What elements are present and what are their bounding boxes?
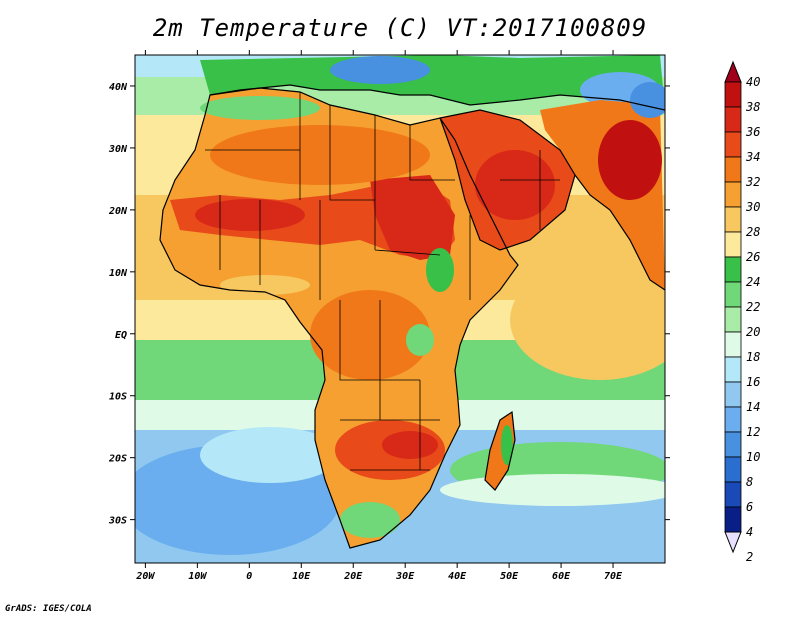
colorbar-label: 14 (746, 400, 760, 414)
zimbabwe-very-hot (382, 431, 438, 459)
colorbar-swatch (724, 106, 742, 133)
footer-credit: GrADS: IGES/COLA (5, 604, 92, 614)
colorbar-swatch (724, 231, 742, 258)
colorbar-swatch (724, 356, 742, 383)
y-tick-label: 30S (108, 516, 127, 527)
borders (159, 84, 665, 549)
colorbar-bottom-arrow (724, 531, 742, 554)
colorbar-label: 6 (746, 500, 753, 514)
y-tick-label: 20N (108, 206, 128, 217)
colorbar-label: 12 (746, 425, 760, 439)
colorbar-swatch (724, 156, 742, 183)
x-tick-label: 40E (448, 571, 467, 582)
x-axis: 20W 10W 0 10E 20E 30E 40E 50E 60E 70E (135, 50, 623, 582)
coastline-asia (574, 174, 665, 291)
colorbar-label: 24 (746, 275, 760, 289)
colorbar-label: 36 (745, 125, 760, 139)
colorbar-label: 26 (746, 250, 760, 264)
alps-cold (330, 56, 430, 84)
colorbar-label: 22 (746, 300, 760, 314)
x-tick-label: 50E (500, 571, 519, 582)
south-tip-green (340, 502, 400, 538)
x-tick-label: 70E (604, 571, 623, 582)
colorbar-swatch (724, 506, 742, 533)
x-tick-label: 10E (292, 571, 311, 582)
y-tick-label: 20S (108, 454, 127, 465)
y-tick-label: 10S (109, 392, 127, 403)
south-indian-pale (440, 474, 665, 506)
colorbar-label: 20 (746, 325, 760, 339)
x-tick-label: 10W (188, 571, 207, 582)
coastline-africa (159, 87, 519, 549)
sahara-west-hot (195, 199, 305, 231)
arabia-very-hot (475, 150, 555, 220)
north-africa-warm (210, 125, 430, 185)
colorbar-label: 28 (746, 225, 760, 239)
colorbar-swatch (724, 206, 742, 233)
colorbar-label: 16 (746, 375, 760, 389)
colorbar-swatch (724, 181, 742, 208)
colorbar-label: 18 (746, 350, 760, 364)
cold-pool-atlantic-pale (200, 427, 340, 483)
map-title: 2m Temperature (C) VT:2017100809 (152, 14, 648, 42)
colorbar-label: 30 (745, 200, 760, 214)
plot-area (135, 55, 665, 563)
colorbar-label: 32 (745, 175, 760, 189)
pakistan-very-hot (598, 120, 662, 200)
y-tick-label: 40N (109, 82, 128, 93)
sudan-very-hot (370, 175, 455, 260)
x-tick-label: 60E (552, 571, 571, 582)
west-africa-coast (220, 275, 310, 295)
colorbar-label: 34 (745, 150, 760, 164)
great-lakes-green (406, 324, 434, 356)
colorbar-swatch (724, 431, 742, 458)
x-tick-label: 0 (246, 571, 252, 582)
colorbar-label: 4 (746, 525, 753, 539)
plot-frame (134, 54, 666, 564)
internal-borders (205, 92, 560, 471)
colorbar-label: 40 (746, 75, 760, 89)
himalaya-cold (630, 82, 665, 118)
coastline-madagascar (484, 410, 516, 491)
colorbar-swatch (724, 281, 742, 308)
colorbar-swatch (724, 481, 742, 508)
colorbar-label: 10 (746, 450, 760, 464)
colorbar-label: 38 (745, 100, 760, 114)
indian-ocean-warm (510, 260, 665, 380)
colorbar-top-arrow (724, 60, 742, 83)
colorbar-label: 2 (746, 550, 753, 564)
colorbar: 40 38 36 34 32 30 28 26 24 22 20 18 16 14 12 10 8 6 4 2 (724, 60, 760, 564)
colorbar-swatch (724, 456, 742, 483)
colorbar-swatch (724, 381, 742, 408)
y-tick-label: 10N (109, 268, 128, 279)
madagascar-east-green (501, 425, 513, 465)
x-tick-label: 20E (343, 571, 363, 582)
colorbar-swatch (724, 331, 742, 358)
y-tick-label: EQ (115, 330, 127, 341)
y-tick-label: 30N (108, 144, 128, 155)
east-africa-highlands (426, 248, 454, 292)
colorbar-swatch (724, 406, 742, 433)
coastline-europe (209, 84, 665, 111)
x-tick-label: 20W (135, 571, 155, 582)
colorbar-swatch (724, 81, 742, 108)
maghreb-green (200, 96, 320, 120)
colorbar-swatch (724, 131, 742, 158)
colorbar-swatch (724, 256, 742, 283)
colorbar-swatch (724, 306, 742, 333)
colorbar-label: 8 (746, 475, 753, 489)
coastline-arabia (439, 109, 576, 251)
x-tick-label: 30E (395, 571, 415, 582)
y-axis: 40N 30N 20N 10N EQ 10S 20S 30S (108, 82, 670, 527)
